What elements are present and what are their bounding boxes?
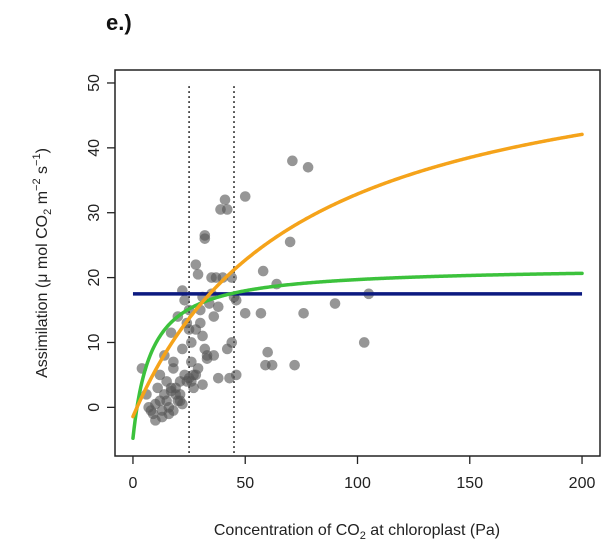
fitted-curves xyxy=(131,132,584,440)
data-point xyxy=(192,363,204,374)
data-point xyxy=(329,298,341,309)
data-point xyxy=(230,369,242,381)
x-tick-label: 0 xyxy=(129,475,138,492)
y-axis-title: Assimilation (μ mol CO2 m−2 s−1) xyxy=(31,148,54,378)
data-point xyxy=(208,350,220,361)
data-point xyxy=(168,356,179,368)
y-tick-label: 50 xyxy=(86,74,103,92)
data-point xyxy=(177,343,188,355)
data-point xyxy=(358,337,370,348)
y-tick-label: 20 xyxy=(86,269,103,287)
data-point xyxy=(199,233,211,244)
data-point xyxy=(302,162,314,173)
data-point xyxy=(226,337,238,348)
data-point xyxy=(165,327,177,339)
data-point xyxy=(179,295,190,306)
data-point xyxy=(208,311,220,322)
y-axis: 0 10 20 30 40 50 xyxy=(86,74,115,412)
data-point xyxy=(177,398,188,410)
data-point xyxy=(152,382,163,394)
data-point xyxy=(197,379,208,390)
data-point xyxy=(190,259,202,270)
data-point xyxy=(212,372,224,384)
data-point xyxy=(197,330,208,342)
data-point xyxy=(266,359,278,371)
panel-label: e.) xyxy=(106,10,132,35)
data-point xyxy=(298,307,309,319)
x-axis-title: Concentration of CO2 at chloroplast (Pa) xyxy=(214,522,500,542)
data-point xyxy=(221,204,233,215)
data-point xyxy=(219,194,231,206)
data-point xyxy=(217,272,229,283)
data-point xyxy=(287,155,298,167)
data-point xyxy=(186,337,197,348)
data-point xyxy=(230,295,242,306)
curve-orange xyxy=(131,132,584,419)
data-point xyxy=(192,269,204,280)
data-point xyxy=(262,346,273,358)
data-point xyxy=(255,307,267,319)
x-axis: 0 50 100 150 200 xyxy=(129,456,596,492)
x-tick-label: 50 xyxy=(236,475,254,492)
curve-green xyxy=(131,271,584,440)
data-point xyxy=(284,236,296,248)
y-tick-label: 0 xyxy=(86,403,103,412)
x-tick-label: 200 xyxy=(569,475,596,492)
data-point xyxy=(154,369,166,381)
data-point xyxy=(239,307,251,319)
data-point xyxy=(188,382,199,394)
y-tick-label: 30 xyxy=(86,204,103,222)
data-point xyxy=(195,317,206,329)
y-tick-label: 10 xyxy=(86,333,103,351)
plot-frame xyxy=(114,69,601,457)
data-point xyxy=(212,301,224,313)
y-tick-label: 40 xyxy=(86,139,103,157)
x-tick-label: 150 xyxy=(456,475,483,492)
data-point xyxy=(186,356,197,368)
x-tick-label: 100 xyxy=(344,475,371,492)
data-point xyxy=(289,359,300,371)
data-point xyxy=(239,191,251,202)
data-point xyxy=(168,405,179,416)
data-point xyxy=(174,389,186,400)
data-point xyxy=(257,265,269,277)
